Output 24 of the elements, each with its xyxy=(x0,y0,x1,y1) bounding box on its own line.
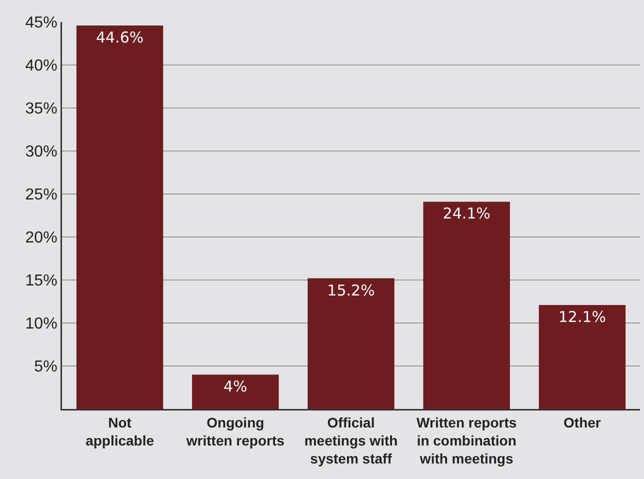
bar xyxy=(76,25,164,409)
data-label: 24.1% xyxy=(442,204,490,223)
data-label: 4% xyxy=(224,378,248,396)
bar xyxy=(192,374,279,409)
y-tick-label: 20% xyxy=(25,230,58,247)
bar xyxy=(538,304,626,409)
y-tick-label: 5% xyxy=(34,358,58,376)
y-tick-label: 35% xyxy=(25,100,58,118)
y-tick-label: 25% xyxy=(25,186,58,204)
y-tick-label: 30% xyxy=(25,144,58,161)
y-tick-label: 15% xyxy=(25,272,58,290)
y-tick-label: 10% xyxy=(25,316,58,333)
x-tick-label: Not applicable xyxy=(86,414,154,448)
x-tick-label: Other xyxy=(564,414,602,430)
bar xyxy=(308,278,394,409)
data-label: 44.6% xyxy=(96,28,144,46)
x-tick-label: Official meetings with system staff xyxy=(304,414,398,467)
data-label: 12.1% xyxy=(558,308,606,326)
x-tick-label: Written reports in combination with meetings xyxy=(416,414,517,467)
y-tick-label: 45% xyxy=(25,14,58,32)
data-label: 15.2% xyxy=(327,281,375,300)
y-tick-label: 40% xyxy=(25,58,58,75)
x-tick-label: Ongoing written reports xyxy=(185,414,285,448)
bar xyxy=(423,202,510,409)
